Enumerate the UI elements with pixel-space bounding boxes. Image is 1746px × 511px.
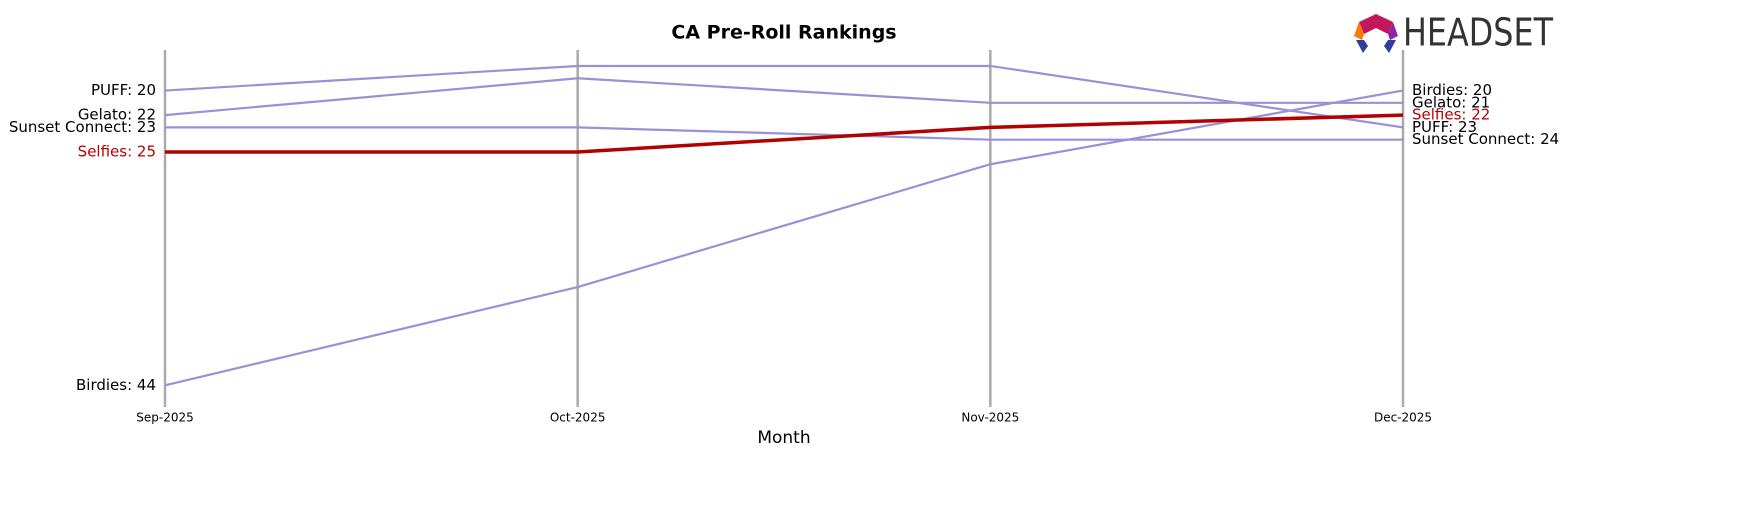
- series-line: [164, 89, 1404, 387]
- logo-mark: [1354, 22, 1364, 40]
- series-line: [164, 77, 1403, 117]
- value-label: Birdies: 44: [76, 376, 156, 394]
- logo-mark: [1359, 14, 1393, 34]
- x-tick-label: Sep-2025: [136, 411, 194, 425]
- x-tick-label: Nov-2025: [961, 411, 1019, 425]
- logo-mark: [1384, 40, 1396, 53]
- logo-text: HEADSET: [1403, 11, 1554, 55]
- series-line: [165, 126, 1403, 141]
- x-axis-label: Month: [757, 428, 810, 448]
- value-label: Selfies: 25: [78, 142, 156, 160]
- value-label: PUFF: 20: [91, 81, 156, 99]
- value-label: Birdies: 20: [1412, 81, 1492, 99]
- value-label: Sunset Connect: 23: [9, 118, 156, 136]
- logo-mark: [1356, 40, 1368, 53]
- value-label: Selfies: 22: [1412, 106, 1490, 124]
- chart-title: CA Pre-Roll Rankings: [671, 22, 896, 44]
- value-label: Sunset Connect: 24: [1412, 130, 1559, 148]
- x-tick-label: Oct-2025: [550, 411, 606, 425]
- series-line: [165, 113, 1404, 154]
- x-tick-label: Dec-2025: [1374, 411, 1432, 425]
- value-label: Gelato: 22: [78, 106, 156, 124]
- logo-mark: [1388, 22, 1398, 40]
- value-label: PUFF: 23: [1412, 118, 1477, 136]
- value-label: Gelato: 21: [1412, 93, 1490, 111]
- logo: HEADSET: [1354, 11, 1554, 55]
- series-line: [164, 64, 1404, 129]
